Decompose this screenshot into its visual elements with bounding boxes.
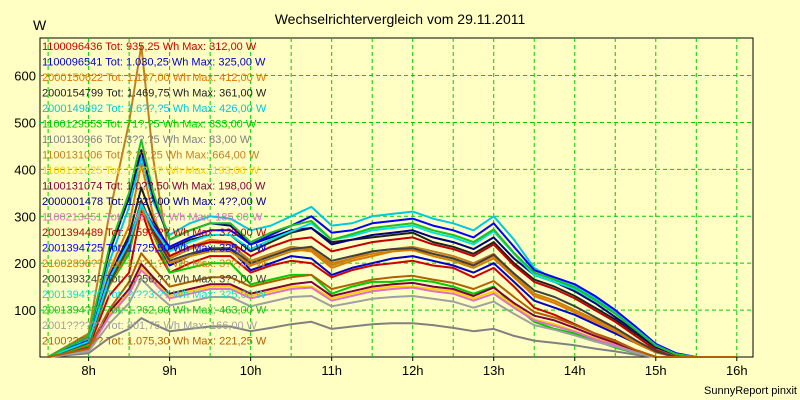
legend-entry: 1100131074 Tot: 1.0??,50 Wh Max: 198,00 … [42, 181, 266, 193]
x-tick-label: 10h [240, 363, 262, 378]
legend-entry: 2001394725 Tot: 1.725,50 Wh Max: 325,00 … [42, 243, 267, 255]
series-line-2001394725 [47, 203, 737, 358]
legend-entry: 1100129553 Tot: 71?,?5 Wh Max: 333,00 W [42, 119, 257, 131]
legend-entry: 2100?????? Tot: 1.075,30 Wh Max: 221,25 … [42, 336, 267, 348]
y-tick-label: 300 [14, 209, 36, 224]
legend-entry: 2000001478 Tot: 1.?2?,00 Wh Max: 4??,00 … [42, 196, 267, 208]
legend-entry: 2001394??? Tot: 1.?62,00 Wh Max: 463,00 … [42, 305, 267, 317]
x-tick-label: 9h [162, 363, 176, 378]
x-tick-label: 13h [483, 363, 505, 378]
legend-entry: 2000149892 Tot: 1.6??,?5 Wh Max: 426,00 … [42, 103, 267, 115]
series-line-2001394489 [47, 199, 737, 358]
legend: 1100096436 Tot: 935,25 Wh Max: 312,00 W 1… [42, 41, 267, 348]
y-tick-label: 100 [14, 303, 36, 318]
legend-entry: 2000150622 Tot: 1.137,00 Wh Max: 412,00 … [42, 72, 267, 84]
series-line-1100131074 [47, 263, 737, 358]
series-line-2001394???b [47, 138, 737, 358]
y-tick-label: 400 [14, 162, 36, 177]
series-line-2001?????? [47, 278, 737, 358]
series-line-2100?????? [47, 252, 737, 358]
credit-label: SunnyReport pinxit [704, 385, 797, 397]
legend-entry: 1100131025 Tot: ?.??,?? Wh Max: 193,00 W [42, 165, 260, 177]
y-axis-unit: W [33, 17, 47, 33]
legend-entry: 1100213451 Tot: ??8?,?? Wh Max: 185,00 W [42, 212, 263, 224]
x-tick-label: 14h [564, 363, 586, 378]
x-tick-label: 11h [321, 363, 342, 378]
legend-entry: 1100130966 Tot: 3??,?5 Wh Max: 83,00 W [42, 134, 251, 146]
x-axis: 8h 9h 10h 11h 12h 13h 14h 15h 16h [81, 357, 748, 378]
series-line-1100130966 [48, 317, 737, 358]
legend-entry: 2001?????? Tot: 801,75 Wh Max: 166,00 W [42, 320, 258, 332]
legend-entry: 200139324? Tot: 1.?56,?? Wh Max: 3??,00 … [42, 274, 267, 286]
series-lines [47, 44, 737, 358]
series-line-1100213451 [47, 269, 737, 358]
legend-entry: 2000154799 Tot: 1.469,75 Wh Max: 361,00 … [42, 88, 267, 100]
chart-title: Wechselrichtervergleich vom 29.11.2011 [275, 11, 526, 27]
x-tick-label: 8h [81, 363, 95, 378]
x-tick-label: 16h [726, 363, 748, 378]
legend-entry: 2001394??? Tot: ?.??3,?? Wh Max: 325,00 … [42, 289, 267, 301]
series-line-2001393249 [47, 201, 737, 358]
legend-entry: 1100096541 Tot: 1.030,25 Wh Max: 325,00 … [42, 57, 266, 69]
legend-entry: 21002898?? Tot: 1.??1,?? Wh Max: 3??,00 … [42, 258, 267, 270]
y-tick-label: 500 [14, 115, 36, 130]
y-tick-label: 600 [14, 69, 36, 84]
y-tick-label: 200 [14, 256, 36, 271]
x-tick-label: 12h [402, 363, 424, 378]
x-tick-label: 15h [645, 363, 667, 378]
y-axis: 100 200 300 400 500 600 [14, 69, 36, 319]
legend-entry: 2001394489 Tot: 1.59?,?? Wh Max: 3?3,00 … [42, 227, 267, 239]
legend-entry: 1100096436 Tot: 935,25 Wh Max: 312,00 W [42, 41, 257, 53]
legend-entry: 1100131006 Tot: ?.??,25 Wh Max: 664,00 W [42, 150, 260, 162]
